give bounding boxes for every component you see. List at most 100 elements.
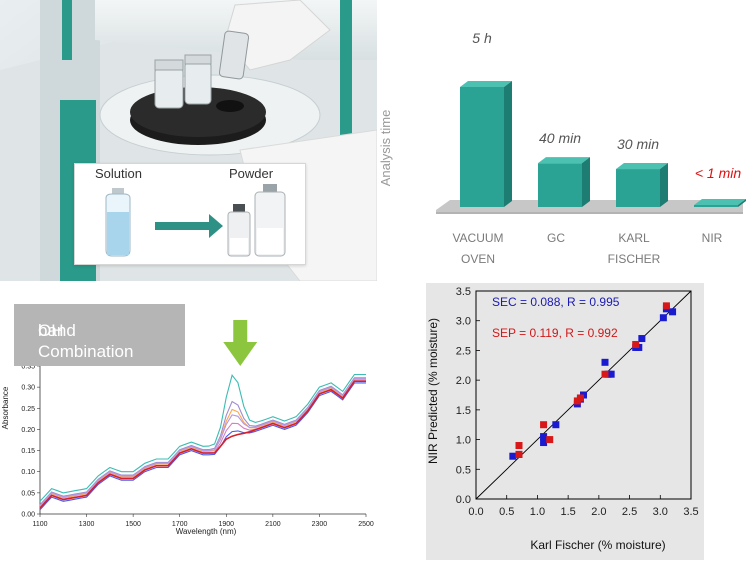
bar-top-2 <box>616 163 668 170</box>
bar-chart-floor <box>436 200 743 212</box>
inset-label-solution: Solution <box>95 166 142 181</box>
inset-graphic <box>105 184 286 257</box>
spectrum-series-0 <box>39 373 366 502</box>
bar-side-1 <box>582 157 590 207</box>
scatter-point-0-10 <box>607 370 615 378</box>
vial-2 <box>184 61 212 105</box>
scatter-ytick-label-1.0: 1.0 <box>456 435 471 447</box>
scatter-annotation-1: SEP = 0.119, R = 0.992 <box>492 326 618 340</box>
spectrum-series-5 <box>39 382 366 511</box>
bar-top-3 <box>694 199 746 205</box>
spectrum-ytick-label-0.25: 0.25 <box>21 406 35 413</box>
spectrum-series-6 <box>39 380 366 509</box>
scatter-point-1-1 <box>515 450 523 458</box>
scatter-svg: NIR Predicted (% moisture) Karl Fischer … <box>426 286 699 552</box>
scatter-xlabel: Karl Fischer (% moisture) <box>530 538 665 552</box>
down-arrow-icon <box>223 342 258 366</box>
gloved-hand <box>224 0 331 71</box>
bar-category-label-0-1: OVEN <box>461 252 495 266</box>
scatter-point-0-8 <box>601 358 609 366</box>
spectrum-xtick-label-2300: 2300 <box>312 521 328 528</box>
bar-top-1 <box>538 157 590 164</box>
bar-3 <box>694 205 738 207</box>
correlation-scatter-panel: NIR Predicted (% moisture) Karl Fischer … <box>426 283 704 560</box>
scatter-point-0-13 <box>638 335 646 343</box>
scatter-xtick-label-2.5: 2.5 <box>622 506 637 518</box>
nir-spectrum-chart: Absorbance Wavelength (nm) 1100 1300 1500 1… <box>0 300 377 540</box>
bar-chart-floor-edge <box>436 212 743 214</box>
spectrum-ytick-label-0.05: 0.05 <box>21 490 35 497</box>
spectrum-ytick-label-0.30: 0.30 <box>21 385 35 392</box>
bar-side-0 <box>504 81 512 207</box>
scatter-point-0-0 <box>509 452 517 460</box>
scatter-point-1-7 <box>632 340 640 348</box>
scatter-point-1-8 <box>662 302 670 310</box>
bar-chart-svg: Analysis time 5 h VACUUM OVEN 40 min GC 30 mi… <box>378 30 746 266</box>
spectrum-ytick-label-0.00: 0.00 <box>21 512 35 519</box>
spectrum-xtick-label-1100: 1100 <box>32 521 47 528</box>
scatter-point-1-6 <box>601 370 609 378</box>
scatter-annotation-0: SEC = 0.088, R = 0.995 <box>492 295 620 309</box>
scatter-ytick-label-3.0: 3.0 <box>456 316 471 328</box>
scatter-point-0-3 <box>540 433 548 441</box>
spectrum-xtick-label-2100: 2100 <box>265 521 281 528</box>
bar-value-label-0: 5 h <box>472 30 492 46</box>
scatter-ytick-label-3.5: 3.5 <box>456 286 471 298</box>
scatter-point-1-5 <box>576 394 584 402</box>
spectrum-xtick-label-1500: 1500 <box>125 521 141 528</box>
bar-category-label-3-0: NIR <box>702 231 723 245</box>
scatter-point-1-3 <box>546 436 554 444</box>
scatter-xtick-label-3.0: 3.0 <box>653 506 668 518</box>
spectrum-ytick-label-0.35: 0.35 <box>21 364 35 371</box>
spectrum-ytick-label-0.10: 0.10 <box>21 469 35 476</box>
bar-top-0 <box>460 81 512 87</box>
spectrum-xtick-label-1700: 1700 <box>172 521 188 528</box>
oh-band-badge-line1: OH Combination <box>38 321 134 361</box>
scatter-xtick-label-1.5: 1.5 <box>560 506 575 518</box>
scatter-xtick-label-1.0: 1.0 <box>530 506 545 518</box>
bar-value-label-2: 30 min <box>617 136 659 152</box>
bar-0 <box>460 87 504 207</box>
sample-type-inset: Solution Powder <box>74 163 306 265</box>
bar-2 <box>616 169 660 207</box>
scatter-xtick-label-2.0: 2.0 <box>591 506 606 518</box>
bar-side-3 <box>738 199 746 207</box>
bar-ylabel: Analysis time <box>378 110 393 187</box>
bar-side-2 <box>660 163 668 207</box>
down-arrow-shaft <box>233 320 248 344</box>
spectrum-xtick-label-1300: 1300 <box>79 521 95 528</box>
bar-value-label-1: 40 min <box>539 130 581 146</box>
scatter-point-0-2 <box>540 439 548 447</box>
scatter-point-1-2 <box>540 421 548 429</box>
scatter-ylabel: NIR Predicted (% moisture) <box>426 318 440 464</box>
spectrum-series-3 <box>39 378 366 506</box>
green-accent <box>62 0 72 60</box>
scatter-xtick-label-0.5: 0.5 <box>499 506 514 518</box>
bar-category-label-1-0: GC <box>547 231 565 245</box>
bar-category-label-2-1: FISCHER <box>608 252 661 266</box>
spectrum-ytick-label-0.15: 0.15 <box>21 448 35 455</box>
arrow-right-icon <box>155 214 223 238</box>
analysis-time-bar-chart: Analysis time 5 h VACUUM OVEN 40 min GC 30 mi… <box>378 0 750 281</box>
scatter-ytick-label-1.5: 1.5 <box>456 405 471 417</box>
scatter-point-1-0 <box>515 442 523 450</box>
scatter-xtick-label-3.5: 3.5 <box>683 506 698 518</box>
oh-band-badge: OH Combination band <box>14 304 185 366</box>
scatter-point-0-14 <box>659 314 667 322</box>
vial-1 <box>154 67 184 109</box>
spectrum-xlabel: Wavelength (nm) <box>176 527 237 536</box>
spectrum-svg: Absorbance Wavelength (nm) 1100 1300 1500 1… <box>1 320 374 536</box>
spectrum-ytick-label-0.20: 0.20 <box>21 427 35 434</box>
spectrum-xtick-label-1900: 1900 <box>218 521 234 528</box>
scatter-point-0-16 <box>669 308 677 316</box>
oh-band-badge-line2: band <box>38 321 76 340</box>
bar-1 <box>538 163 582 207</box>
solution-vial-icon <box>105 188 131 257</box>
scatter-ytick-label-2.0: 2.0 <box>456 375 471 387</box>
scatter-ytick-label-2.5: 2.5 <box>456 345 471 357</box>
bar-category-label-2-0: KARL <box>618 231 650 245</box>
bar-value-label-3: < 1 min <box>695 165 742 181</box>
scatter-point-0-4 <box>552 421 560 429</box>
scatter-ytick-label-0.5: 0.5 <box>456 464 471 476</box>
inset-label-powder: Powder <box>229 166 274 181</box>
